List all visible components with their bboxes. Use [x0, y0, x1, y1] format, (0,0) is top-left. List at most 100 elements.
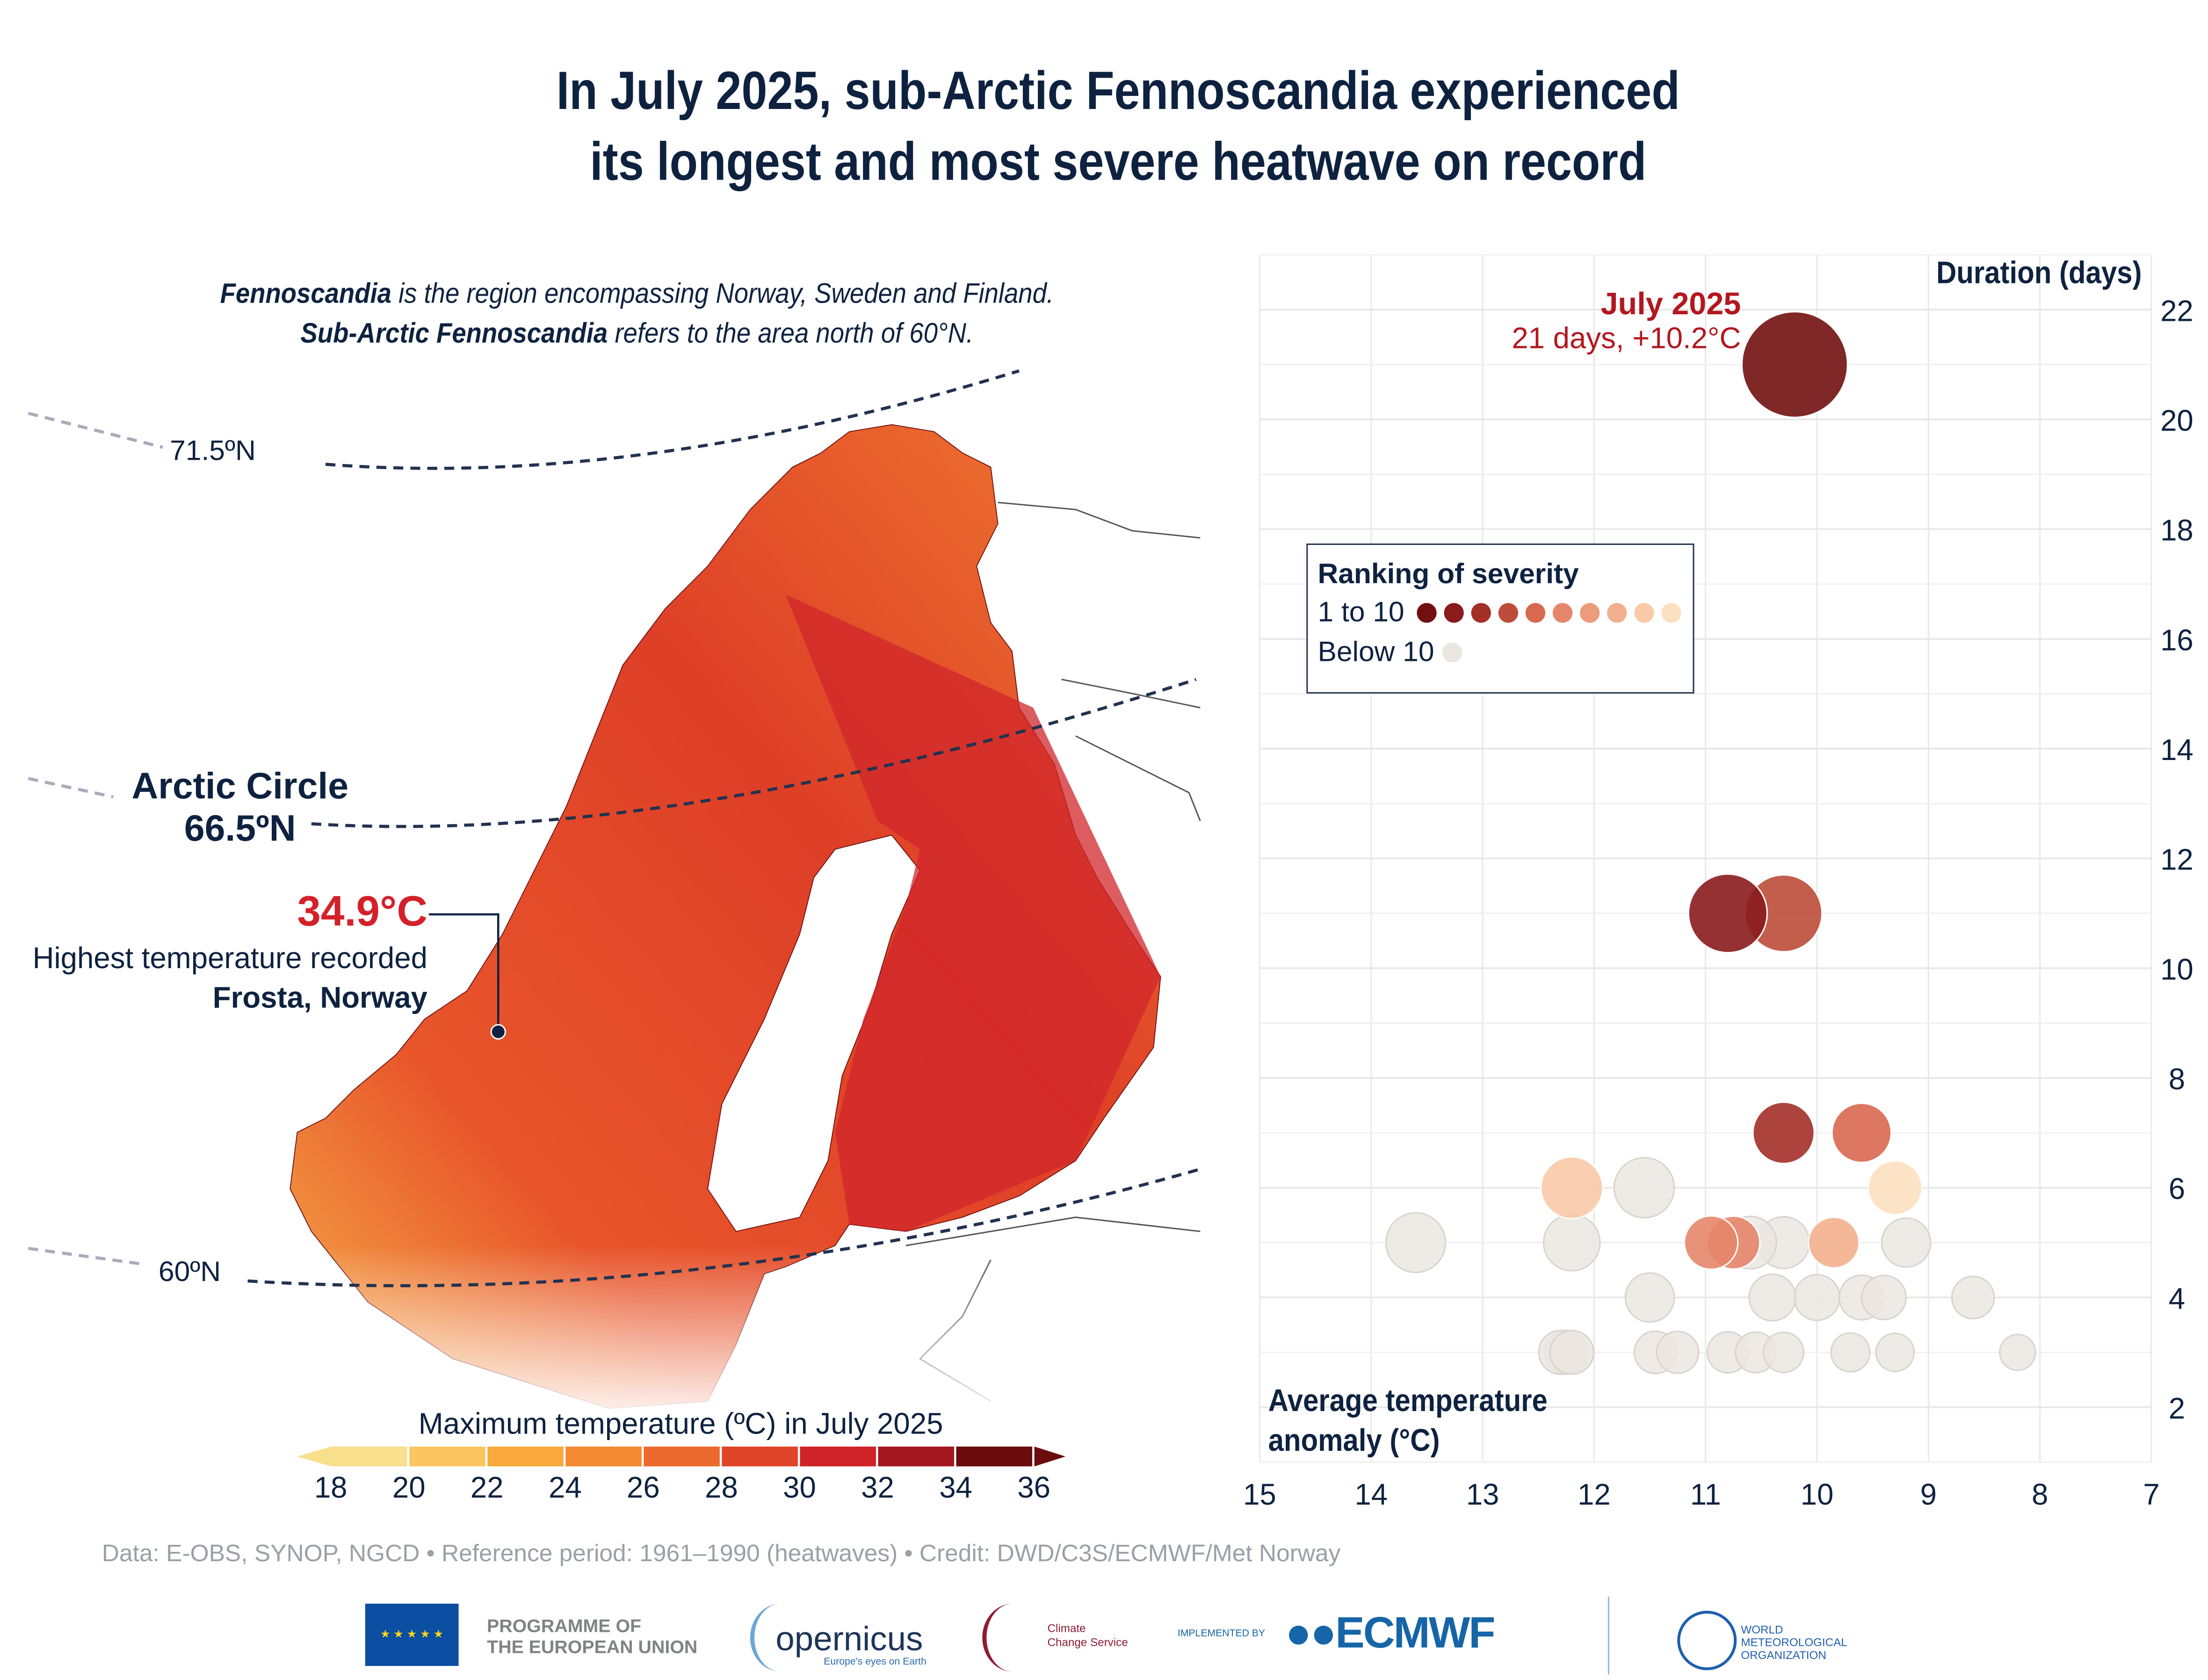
legend-rank-swatch	[1417, 603, 1437, 623]
colorbar-tick-label: 22	[470, 1472, 504, 1505]
term-subarctic: Sub-Arctic Fennoscandia	[300, 318, 608, 350]
heatwave-point	[1613, 1157, 1675, 1219]
heatwave-point	[1999, 1333, 2036, 1371]
legend-rank-swatch	[1498, 603, 1519, 623]
x-tick-label: 9	[1920, 1478, 1937, 1511]
y-tick-label: 8	[2169, 1063, 2185, 1096]
y-tick-label: 10	[2160, 953, 2194, 986]
highest-temp-location: Frosta, Norway	[212, 982, 427, 1015]
wmo-logo: WORLD METEOROLOGICAL ORGANIZATION	[1741, 1623, 1847, 1662]
legend-title: Ranking of severity	[1318, 559, 1579, 590]
intro-text-2: refers to the area north of 60°N.	[608, 318, 974, 350]
x-axis-label: Average temperature anomaly (°C)	[1268, 1383, 1548, 1458]
eu-line-2: THE EUROPEAN UNION	[487, 1636, 698, 1658]
colorbar-tick-label: 30	[783, 1472, 816, 1505]
lat-71-5-line	[325, 369, 1020, 470]
temperature-map	[28, 369, 1201, 1430]
x-tick-label: 8	[2032, 1478, 2048, 1511]
heatwave-point	[1875, 1332, 1915, 1372]
heatwave-point-ranked	[1741, 311, 1848, 418]
x-tick-label: 11	[1690, 1478, 1721, 1511]
legend-below-swatch	[1442, 642, 1462, 663]
intro-text-1: is the region encompassing Norway, Swede…	[391, 279, 1054, 310]
neighbour-outline	[905, 501, 1201, 1402]
colorbar-tick-label: 18	[314, 1472, 347, 1505]
heatwave-point	[1385, 1212, 1447, 1273]
fade-overlay	[254, 1246, 1104, 1430]
heatwave-point	[1624, 1272, 1675, 1323]
page-title: In July 2025, sub-Arctic Fennoscandia ex…	[157, 57, 2080, 198]
colorbar-tick-label: 24	[548, 1472, 582, 1505]
heatwave-point-ranked	[1540, 1156, 1604, 1220]
arctic-circle-label: Arctic Circle 66.5ºN	[131, 764, 348, 849]
colorbar-segment	[956, 1446, 1033, 1467]
finland-region	[785, 594, 1161, 1231]
label-60: 60ºN	[158, 1257, 221, 1288]
leader-line	[428, 913, 500, 1031]
legend-rank-swatch	[1579, 603, 1600, 623]
y-tick-label: 16	[2160, 623, 2194, 657]
heatwave-point	[1542, 1214, 1601, 1272]
wmo-line-3: ORGANIZATION	[1741, 1649, 1826, 1662]
y-tick-label: 12	[2160, 843, 2194, 876]
colorbar-segment	[331, 1446, 407, 1467]
ecmwf-logo: ●●ECMWF	[1285, 1608, 1496, 1659]
colorbar-segment	[722, 1446, 798, 1467]
heatwave-point-ranked	[1687, 873, 1768, 954]
y-tick-label: 2	[2169, 1392, 2185, 1425]
july-2025-annotation: July 2025 21 days, +10.2°C	[1472, 286, 1741, 356]
y-tick-label: 18	[2160, 514, 2194, 547]
heatwave-point-ranked	[1867, 1160, 1923, 1216]
copernicus-tagline: Europe's eyes on Earth	[824, 1657, 927, 1667]
colorbar-segment	[487, 1446, 564, 1467]
heatwave-point	[1748, 1273, 1796, 1322]
colorbar-title: Maximum temperature (ºC) in July 2025	[418, 1408, 943, 1441]
x-tick-label: 12	[1578, 1478, 1611, 1511]
footer-divider	[1607, 1596, 1609, 1675]
y-tick-label: 6	[2169, 1173, 2185, 1206]
severity-legend: Ranking of severity 1 to 10 Below 10	[1306, 543, 1694, 694]
colorbar	[297, 1446, 1066, 1467]
colorbar-tick-label: 20	[392, 1472, 426, 1505]
heatwave-scatter-chart: 15 14 13 12 11 10 9 8 7 2 4 6 8 10 12 14 16 18 20 22	[1243, 254, 2194, 1511]
legend-dots	[1417, 603, 1681, 663]
lat-71-5-line-left	[28, 412, 163, 449]
arctic-circle-name: Arctic Circle	[131, 764, 349, 807]
heatwave-point	[1861, 1274, 1907, 1320]
arctic-circle-lat: 66.5ºN	[184, 806, 296, 849]
colorbar-tick-label: 34	[939, 1472, 972, 1505]
heatwave-point	[1656, 1331, 1700, 1374]
heatwave-point	[1793, 1274, 1841, 1321]
title-line-1: In July 2025, sub-Arctic Fennoscandia ex…	[556, 62, 1680, 122]
legend-rank-swatch	[1525, 603, 1546, 623]
colorbar-segment	[565, 1446, 642, 1467]
y-tick-label: 22	[2160, 294, 2194, 327]
legend-ranked-label: 1 to 10	[1318, 597, 1404, 629]
colorbar-tick-label: 26	[627, 1472, 660, 1505]
implemented-by: IMPLEMENTED BY	[1177, 1629, 1266, 1639]
x-tick-label: 7	[2143, 1478, 2159, 1511]
intro-line-1: Fennoscandia is the region encompassing …	[140, 279, 1134, 311]
ecmwf-symbol-icon: ●●	[1285, 1608, 1337, 1658]
legend-rank-swatch	[1661, 603, 1681, 623]
title-line-2: its longest and most severe heatwave on …	[590, 133, 1647, 193]
heatwave-point-ranked	[1752, 1101, 1815, 1165]
term-fennoscandia: Fennoscandia	[220, 279, 391, 310]
x-tick-label: 14	[1354, 1478, 1388, 1511]
legend-rank-swatch	[1552, 603, 1573, 623]
legend-below-label: Below 10	[1318, 637, 1434, 668]
heatwave-point-ranked	[1808, 1217, 1860, 1269]
latitude-lines	[28, 369, 1201, 1288]
colorbar-high-arrow	[1034, 1446, 1066, 1467]
frosta-marker	[490, 1024, 506, 1040]
colorbar-segment	[644, 1446, 720, 1467]
heatwave-point-ranked	[1831, 1102, 1892, 1163]
colorbar-tick-label: 32	[861, 1472, 894, 1505]
x-tick-label: 15	[1243, 1478, 1276, 1511]
intro-line-2: Sub-Arctic Fennoscandia refers to the ar…	[140, 319, 1134, 351]
label-71-5: 71.5ºN	[170, 436, 256, 467]
y-tick-label: 14	[2160, 733, 2194, 767]
grid	[1259, 254, 2152, 1463]
heatwave-point	[1830, 1332, 1871, 1373]
